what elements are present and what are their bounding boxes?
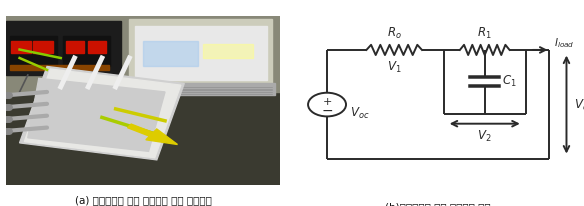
Text: $C_1$: $C_1$ xyxy=(502,73,517,88)
Bar xyxy=(127,84,275,96)
Text: $V_2$: $V_2$ xyxy=(478,129,492,144)
Bar xyxy=(6,22,121,76)
FancyArrow shape xyxy=(127,124,178,145)
Bar xyxy=(10,37,57,67)
Bar xyxy=(66,42,84,54)
Bar xyxy=(88,42,106,54)
Bar xyxy=(10,66,109,70)
Bar xyxy=(6,16,280,92)
Text: $R_1$: $R_1$ xyxy=(477,26,492,41)
Text: $-$: $-$ xyxy=(321,102,333,116)
Polygon shape xyxy=(28,79,165,152)
Bar xyxy=(6,92,280,185)
Text: $V_1$: $V_1$ xyxy=(387,59,401,74)
Bar xyxy=(135,27,266,81)
Bar xyxy=(130,20,272,84)
Polygon shape xyxy=(19,67,185,160)
Text: $+$: $+$ xyxy=(322,96,332,107)
Text: (a) 역전기투석 스택 모델링을 위한 실험장치: (a) 역전기투석 스택 모델링을 위한 실험장치 xyxy=(75,194,211,204)
Bar xyxy=(33,42,53,54)
Text: $I_{load}$: $I_{load}$ xyxy=(554,36,575,49)
Bar xyxy=(203,45,253,59)
Text: $R_o$: $R_o$ xyxy=(387,26,402,41)
Bar xyxy=(143,42,198,67)
Bar xyxy=(11,42,30,54)
Text: (b)역전기투석 스택 등가회로 모델: (b)역전기투석 스택 등가회로 모델 xyxy=(385,201,491,206)
Bar xyxy=(64,37,110,67)
Polygon shape xyxy=(25,70,181,158)
Text: $V_o$: $V_o$ xyxy=(573,98,584,112)
Text: $V_{oc}$: $V_{oc}$ xyxy=(350,106,370,121)
